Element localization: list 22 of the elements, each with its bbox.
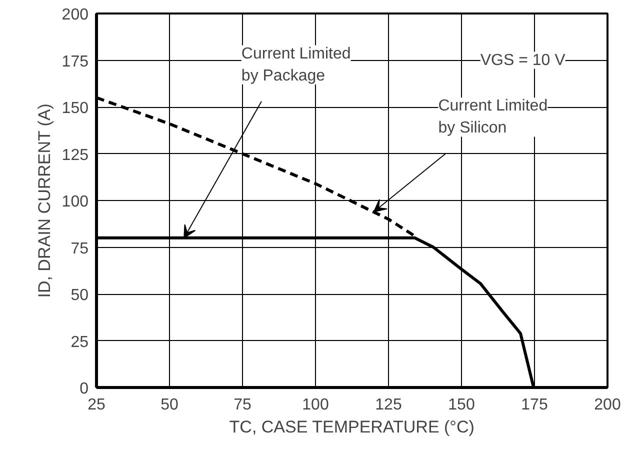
x-tick-label: 25 [88, 396, 106, 414]
y-tick-label: 100 [62, 194, 89, 210]
x-tick-label: 75 [234, 396, 252, 414]
y-tick-label: 25 [70, 334, 89, 351]
x-tick-label: 150 [448, 396, 475, 414]
y-tick-label: 125 [62, 146, 89, 164]
x-tick-label: 175 [521, 396, 548, 414]
x-tick-label: 200 [594, 396, 621, 414]
y-tick-label: 0 [80, 380, 89, 398]
annotation: VGS = 10 V [480, 52, 566, 69]
y-tick-label: 150 [62, 100, 89, 117]
x-tick-label: 50 [160, 396, 178, 414]
y-tick-label: 200 [62, 6, 89, 24]
y-tick-label: 50 [70, 287, 89, 304]
x-tick-label: 100 [302, 396, 329, 414]
y-tick-label: 75 [70, 240, 89, 258]
annotation: Current Limited by Package [241, 45, 351, 84]
x-axis-title: TC, CASE TEMPERATURE (°C) [229, 418, 474, 436]
x-tick-label: 125 [375, 396, 402, 414]
y-axis-title: ID, DRAIN CURRENT (A) [34, 104, 54, 298]
y-tick-label: 175 [62, 53, 89, 70]
annotation: Current Limited by Silicon [438, 98, 548, 137]
